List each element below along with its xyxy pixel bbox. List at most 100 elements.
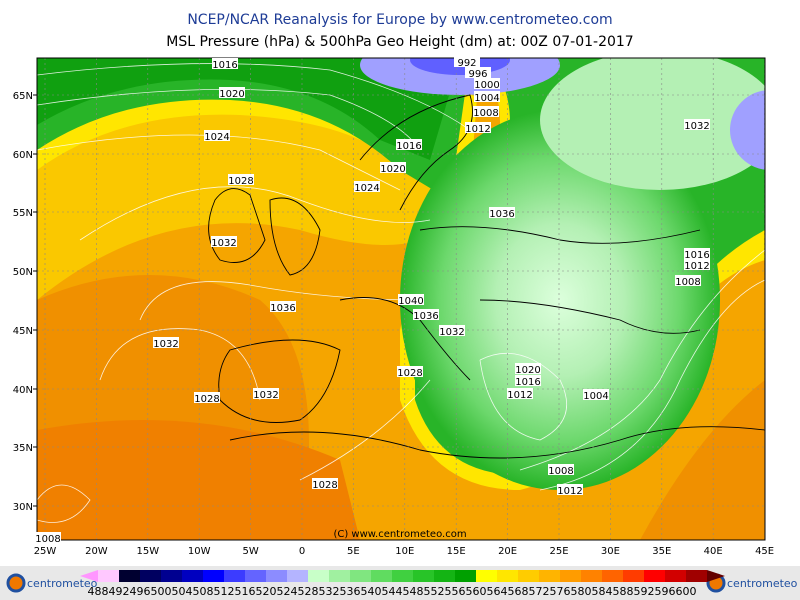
scale-label: 568 bbox=[508, 585, 529, 598]
scale-swatch bbox=[560, 570, 581, 582]
color-scale: 488 492 496 500 504 508 512 516 520 524 528 532 536 5… bbox=[80, 570, 725, 598]
lon-label: 5W bbox=[242, 546, 258, 557]
scale-label: 592 bbox=[634, 585, 655, 598]
lat-label: 55N bbox=[13, 208, 33, 219]
lat-label: 30N bbox=[13, 502, 33, 513]
isobar-label: 1024 bbox=[354, 183, 379, 194]
isobar-label-bg bbox=[557, 484, 583, 495]
lon-label: 25W bbox=[34, 546, 57, 557]
isobar-label-bg bbox=[684, 259, 710, 270]
logo-left: centrometeo bbox=[6, 573, 98, 593]
isobar-label-bg bbox=[380, 162, 406, 173]
isobar-label-bg bbox=[684, 248, 710, 259]
scale-label: 572 bbox=[529, 585, 550, 598]
lat-label: 45N bbox=[13, 326, 33, 337]
isobar-label: 1032 bbox=[439, 327, 464, 338]
lat-label: 50N bbox=[13, 267, 33, 278]
isobar-label: 1016 bbox=[684, 250, 709, 261]
isobar-label-bg bbox=[194, 392, 220, 403]
isobar-label: 1040 bbox=[398, 296, 423, 307]
isobar-label: 1012 bbox=[557, 486, 582, 497]
isobar-label: 1008 bbox=[35, 534, 60, 545]
scale-swatch bbox=[497, 570, 518, 582]
isobar-label-bg bbox=[474, 78, 500, 89]
scale-label: 516 bbox=[235, 585, 256, 598]
scale-swatch bbox=[686, 570, 707, 582]
logo-right: centrometeo bbox=[706, 573, 798, 593]
map-frame bbox=[36, 57, 766, 541]
isobar-label-bg bbox=[489, 207, 515, 218]
scale-arrow-low bbox=[80, 570, 98, 582]
scale-label: 544 bbox=[382, 585, 403, 598]
scale-swatch bbox=[161, 570, 182, 582]
scale-label: 488 bbox=[88, 585, 109, 598]
isobar-label: 1028 bbox=[228, 176, 253, 187]
isobar-label-bg bbox=[465, 122, 491, 133]
isobar-label-bg bbox=[474, 91, 500, 102]
isobar-label-bg bbox=[675, 275, 701, 286]
isobar-label: 1020 bbox=[380, 164, 405, 175]
lon-label: 20W bbox=[85, 546, 108, 557]
lon-label: 30E bbox=[601, 546, 620, 557]
isobar-label-bg bbox=[204, 130, 230, 141]
isobar-label-bg bbox=[684, 119, 710, 130]
isobar-label-bg bbox=[253, 388, 279, 399]
scale-swatch bbox=[518, 570, 539, 582]
scale-label: 584 bbox=[592, 585, 613, 598]
isobar-label-bg bbox=[439, 325, 465, 336]
scale-swatch bbox=[413, 570, 434, 582]
scale-label: 504 bbox=[172, 585, 193, 598]
lon-label: 0 bbox=[299, 546, 305, 557]
scale-swatch bbox=[581, 570, 602, 582]
lon-label: 5E bbox=[347, 546, 360, 557]
scale-label: 560 bbox=[466, 585, 487, 598]
scale-swatch bbox=[329, 570, 350, 582]
isobar-label: 1012 bbox=[465, 124, 490, 135]
scale-label: 528 bbox=[298, 585, 319, 598]
map-field bbox=[37, 58, 765, 540]
isobar-label: 1012 bbox=[507, 390, 532, 401]
scale-label: 576 bbox=[550, 585, 571, 598]
isobar-label-bg bbox=[153, 337, 179, 348]
scale-label: 588 bbox=[613, 585, 634, 598]
isobar-label-bg bbox=[211, 236, 237, 247]
isobar-label: 1008 bbox=[675, 277, 700, 288]
lon-label: 20E bbox=[498, 546, 517, 557]
isobar-label: 1032 bbox=[153, 339, 178, 350]
isobar-label-bg bbox=[583, 389, 609, 400]
isobar-label-bg bbox=[473, 106, 499, 117]
isobar-label: 1008 bbox=[473, 108, 498, 119]
scale-label: 540 bbox=[361, 585, 382, 598]
isobar-label: 1028 bbox=[397, 368, 422, 379]
isobar-label-bg bbox=[312, 478, 338, 489]
isobar-label: 1028 bbox=[312, 480, 337, 491]
lon-label: 40E bbox=[704, 546, 723, 557]
logo-text: centrometeo bbox=[727, 577, 798, 590]
isobar-label-bg bbox=[413, 309, 439, 320]
isobar-label: 996 bbox=[468, 69, 487, 80]
scale-label: 556 bbox=[445, 585, 466, 598]
isobar-label-bg bbox=[396, 139, 422, 150]
scale-swatch bbox=[266, 570, 287, 582]
isobar-label: 1016 bbox=[515, 377, 540, 388]
subtitle: MSL Pressure (hPa) & 500hPa Geo Height (… bbox=[166, 34, 633, 50]
lon-label: 35E bbox=[652, 546, 671, 557]
isobar-label-bg bbox=[507, 388, 533, 399]
scale-swatch bbox=[119, 570, 140, 582]
isobar-label: 1032 bbox=[211, 238, 236, 249]
isobar-label-bg bbox=[212, 58, 238, 69]
scale-swatch bbox=[140, 570, 161, 582]
isobar-label: 1012 bbox=[684, 261, 709, 272]
lat-label: 40N bbox=[13, 385, 33, 396]
isobar-label: 1028 bbox=[194, 394, 219, 405]
lon-label: 15W bbox=[136, 546, 159, 557]
isobar-label: 1004 bbox=[474, 93, 499, 104]
isobar-label-bg bbox=[219, 87, 245, 98]
scale-swatch bbox=[371, 570, 392, 582]
scale-label: 500 bbox=[151, 585, 172, 598]
scale-label: 508 bbox=[193, 585, 214, 598]
scale-label: 596 bbox=[655, 585, 676, 598]
scale-label: 492 bbox=[109, 585, 130, 598]
scale-label: 548 bbox=[403, 585, 424, 598]
